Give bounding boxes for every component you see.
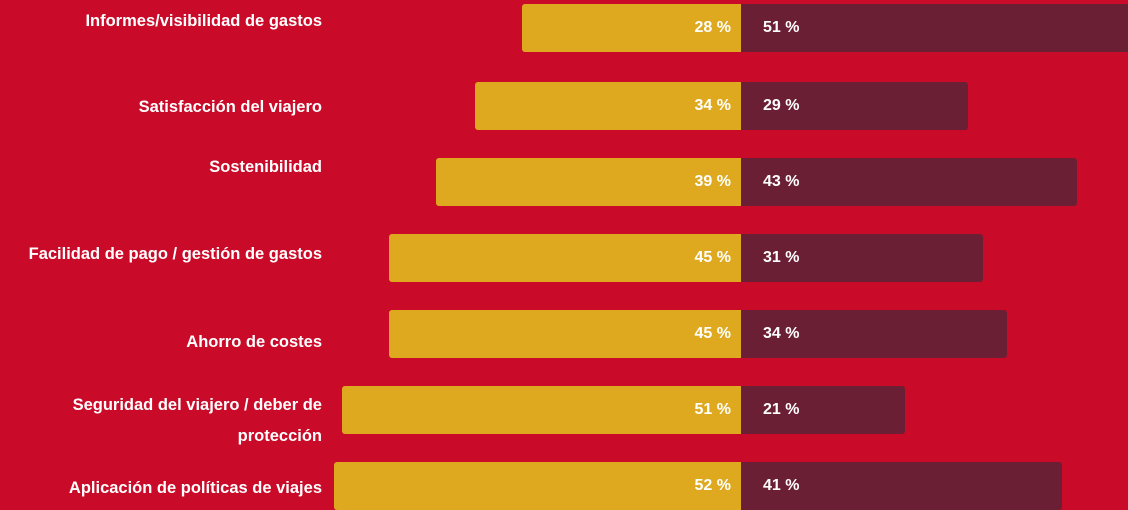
bar-right [741,386,906,434]
bar-left [342,386,741,434]
bar-left [475,82,741,130]
category-label: Aplicación de políticas de viajes [68,479,322,497]
value-label-right: 21 % [763,401,800,418]
bar-right [741,4,1128,52]
bar-right [741,82,968,130]
category-label: Ahorro de costes [186,333,322,351]
value-label-right: 31 % [763,249,800,266]
bar-right [741,310,1007,358]
bar-left [522,4,741,52]
value-label-left: 52 % [694,477,731,494]
value-label-right: 41 % [763,477,800,494]
category-label: Satisfacción del viajero [138,98,322,116]
category-label: Sostenibilidad [209,158,322,176]
bar-right [741,158,1078,206]
category-label: Seguridad del viajero / deber de protecc… [72,396,322,445]
value-label-left: 28 % [694,19,731,36]
value-label-right: 51 % [763,19,800,36]
bar-left [389,310,741,358]
value-label-left: 51 % [694,401,731,418]
value-label-left: 45 % [694,249,731,266]
bar-right [741,462,1062,510]
value-label-right: 34 % [763,325,800,342]
bar-left [436,158,741,206]
bar-right [741,234,984,282]
value-label-left: 45 % [694,325,731,342]
bar-left [389,234,741,282]
category-label: Informes/visibilidad de gastos [85,12,322,30]
value-label-left: 34 % [694,97,731,114]
category-label: Facilidad de pago / gestión de gastos [28,245,322,263]
value-label-left: 39 % [694,173,731,190]
value-label-right: 29 % [763,97,800,114]
value-label-right: 43 % [763,173,800,190]
bar-left [334,462,741,510]
